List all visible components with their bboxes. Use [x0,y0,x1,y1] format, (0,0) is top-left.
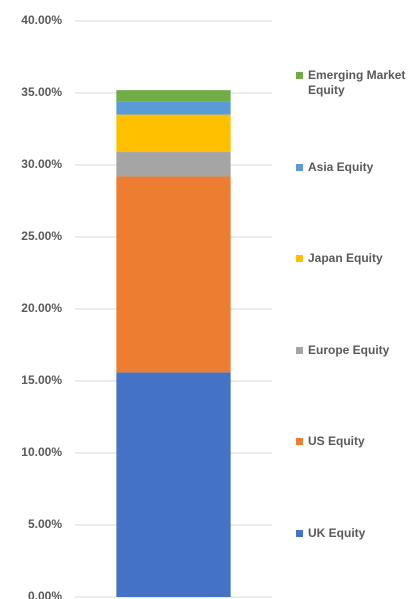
legend-item: UK Equity [296,526,365,541]
bar-segment [116,114,231,153]
legend-swatch [296,255,303,262]
bar-segment [116,101,231,115]
legend-item: Emerging Market Equity [296,68,412,98]
legend-label: Europe Equity [308,342,390,357]
bar-segment [116,90,231,102]
bar-segment [116,372,231,597]
legend-item: Asia Equity [296,160,373,175]
legend-item: Japan Equity [296,251,383,266]
legend-item: US Equity [296,434,365,449]
legend-swatch [296,163,303,171]
y-tick-label: 30.00% [21,157,62,171]
y-tick-label: 35.00% [21,85,62,99]
legend-label: Japan Equity [308,251,383,265]
y-tick-label: 40.00% [21,13,62,27]
legend-swatch [296,529,303,537]
legend-swatch [296,346,303,354]
bar-segment [116,152,231,177]
y-tick-label: 10.00% [21,445,62,459]
legend-label: Emerging Market Equity [308,68,406,97]
y-tick-label: 25.00% [21,229,62,243]
y-tick-label: 0.00% [28,589,62,599]
y-tick-label: 5.00% [28,517,62,531]
legend-label: UK Equity [308,525,366,540]
legend-label: US Equity [308,434,365,448]
bar-segment [116,176,231,373]
legend-swatch [296,438,303,445]
legend-label: Asia Equity [308,159,374,174]
y-tick-label: 15.00% [21,373,62,387]
legend-swatch [296,72,303,79]
y-tick-label: 20.00% [21,301,62,315]
legend-item: Europe Equity [296,343,389,358]
